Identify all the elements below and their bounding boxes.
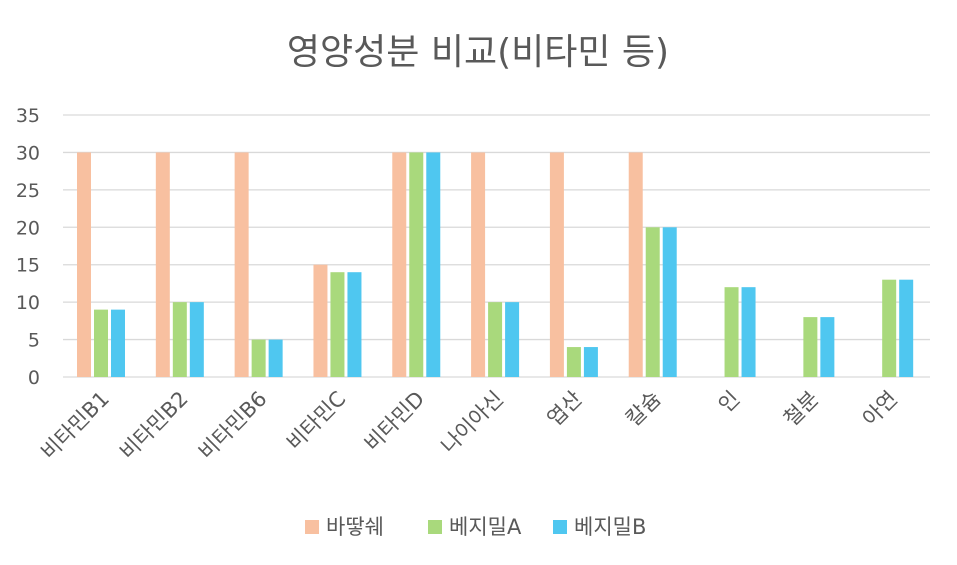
bar-2-비타민B1 [94,309,108,377]
x-tick-label: 비타민B2 [115,387,193,465]
bar-1-엽산 [549,152,564,377]
x-tick-label: 칼슘 [621,387,665,431]
y-tick-label: 30 [16,142,40,164]
y-tick-label: 15 [16,255,40,277]
bar-1-비타민B2 [155,152,170,377]
bar-1-비타민D [392,152,407,377]
legend-swatch [428,520,442,534]
x-tick-label: 엽산 [543,387,587,431]
bar-3-엽산 [583,347,598,377]
bar-3-비타민D [426,152,441,377]
bar-1-칼슘 [628,152,643,377]
bar-2-비타민B6 [251,339,266,377]
x-tick-label: 나이아신 [436,387,508,459]
y-tick-label: 5 [28,330,40,352]
x-tick-label: 철분 [779,387,823,431]
bar-3-비타민B1 [111,309,125,377]
bar-3-나이아신 [505,302,520,377]
y-tick-label: 10 [16,292,40,314]
legend-label: 베지밀A [449,515,522,539]
legend-label: 바땋쉐 [326,515,384,539]
x-tick-label: 인 [714,387,745,418]
bar-3-인 [741,287,756,377]
bar-1-비타민B1 [77,152,91,377]
bar-2-비타민C [330,272,345,377]
legend-label: 베지밀B [574,515,646,539]
bar-3-칼슘 [662,227,677,377]
legend: 바땋쉐 베지밀A 베지밀B [305,515,646,539]
bar-3-아연 [899,279,914,377]
bar-3-비타민C [347,272,362,377]
x-axis: 비타민B1 비타민B2 비타민B6 비타민C 비타민D 나이아신 엽산 칼슘 인 철분 아연 [36,387,902,465]
x-tick-label: 비타민D [360,387,429,456]
bar-2-엽산 [566,347,581,377]
bar-2-아연 [882,279,897,377]
bar-3-철분 [820,317,835,377]
x-tick-label: 비타민B6 [194,387,272,465]
legend-swatch [553,520,567,534]
bar-2-철분 [803,317,818,377]
bar-1-비타민C [313,264,328,377]
y-axis: 0 5 10 15 20 25 30 35 [16,105,40,389]
y-tick-label: 25 [16,180,40,202]
bar-3-비타민B6 [268,339,283,377]
y-tick-label: 0 [28,367,40,389]
bar-2-비타민B2 [172,302,187,377]
bar-3-비타민B2 [189,302,204,377]
y-tick-label: 35 [16,105,40,127]
x-tick-label: 아연 [858,387,902,431]
bar-2-비타민D [409,152,424,377]
chart-title: 영양성분 비교(비타민 등) [287,32,669,73]
bar-1-나이아신 [471,152,486,377]
bars [77,152,914,377]
bar-2-인 [724,287,739,377]
x-tick-label: 비타민B1 [36,387,114,465]
legend-swatch [305,520,319,534]
bar-2-칼슘 [645,227,660,377]
x-tick-label: 비타민C [282,387,350,455]
y-tick-label: 20 [16,217,40,239]
bar-1-비타민B6 [234,152,249,377]
bar-2-나이아신 [488,302,503,377]
